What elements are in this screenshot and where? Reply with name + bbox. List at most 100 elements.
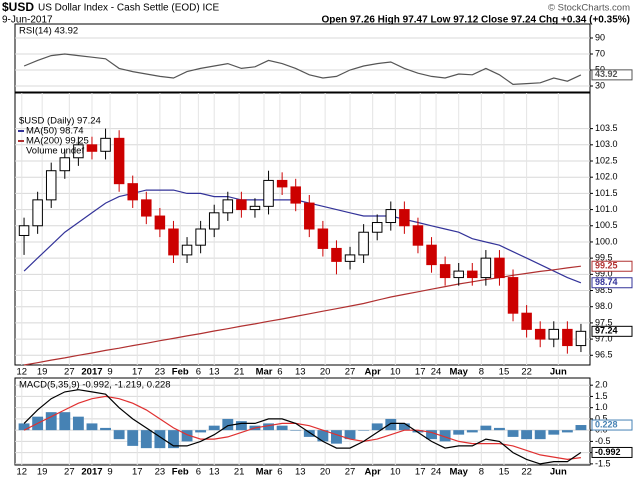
x-tick-label: 27 — [64, 367, 75, 378]
histogram-bar — [561, 430, 573, 433]
x-tick-label: 13 — [209, 467, 220, 478]
legend-label: MA(50) 98.74 — [26, 126, 84, 137]
x-tick-label: 15 — [499, 367, 510, 378]
x-tick-label: 20 — [320, 467, 331, 478]
x-tick-label: Feb — [172, 467, 189, 478]
panel-label: MACD(5,35,9) -0.992, -1.219, 0.228 — [19, 380, 171, 391]
x-tick-label: 6 — [196, 367, 201, 378]
y-tick-label: 103.5 — [595, 123, 618, 133]
end-tag — [591, 277, 633, 289]
histogram-bar — [507, 430, 519, 437]
x-tick-label: Feb — [172, 367, 189, 378]
x-tick-label: 2017 — [81, 367, 102, 378]
y-tick-label: 2.0 — [595, 380, 608, 390]
end-tag-label: 43.92 — [595, 69, 618, 79]
x-tick-label: Apr — [364, 467, 381, 478]
candle-body — [399, 209, 410, 227]
histogram-bar — [140, 430, 152, 449]
candle-body — [141, 199, 152, 217]
candle-body — [358, 231, 369, 256]
candle-body — [59, 157, 71, 172]
histogram-bar — [426, 430, 437, 440]
end-tag — [591, 260, 633, 272]
candle-body — [534, 328, 546, 340]
x-tick-label: Jun — [550, 367, 567, 378]
x-tick-label: 10 — [390, 367, 401, 378]
x-tick-label: Mar — [256, 367, 273, 378]
x-tick-label: Mar — [256, 467, 273, 478]
y-tick-label: 96.5 — [595, 350, 613, 360]
histogram-bar — [398, 423, 410, 431]
x-tick-label: 13 — [295, 467, 306, 478]
candle-body — [195, 228, 206, 246]
candle-body — [73, 144, 84, 159]
y-tick-label: 103.0 — [595, 139, 618, 149]
candle-body — [86, 144, 98, 152]
candle-body — [249, 205, 261, 211]
candle-body — [507, 277, 519, 314]
y-tick-label: 97.0 — [595, 333, 613, 343]
x-tick-label: 10 — [390, 467, 401, 478]
x-tick-label: Apr — [364, 367, 381, 378]
x-tick-label: 24 — [431, 367, 442, 378]
y-tick-label: 97.5 — [595, 317, 613, 327]
x-tick-label: 19 — [37, 467, 48, 478]
histogram-bar — [412, 430, 424, 433]
candle-body — [236, 199, 247, 211]
x-tick-label: 23 — [155, 467, 166, 478]
histogram-bar — [45, 412, 57, 431]
histogram-bar — [100, 427, 111, 431]
y-tick-label: 100.5 — [595, 220, 618, 230]
candle-body — [562, 328, 573, 347]
histogram-bar — [127, 430, 139, 446]
x-tick-label: 20 — [320, 367, 331, 378]
x-tick-label: 17 — [415, 467, 426, 478]
histogram-bar — [72, 416, 84, 431]
histogram-bar — [154, 430, 166, 449]
y-tick-label: -0.5 — [595, 436, 611, 446]
histogram-bar — [480, 425, 492, 431]
panel — [14, 377, 591, 466]
candle-body — [521, 312, 532, 330]
candle-body — [426, 244, 437, 266]
y-tick-label: 90 — [595, 32, 605, 42]
candle-body — [276, 179, 288, 188]
histogram-bar — [290, 430, 302, 431]
x-tick-label: 21 — [234, 467, 245, 478]
end-tag — [591, 325, 633, 337]
histogram-bar — [575, 425, 587, 431]
candle-body — [480, 257, 492, 279]
candle-body — [304, 202, 315, 230]
candle-body — [290, 186, 301, 204]
candle-body — [467, 270, 478, 279]
y-tick-label: 102.0 — [595, 172, 618, 182]
end-tag — [591, 446, 633, 458]
x-tick-label: Jun — [550, 467, 567, 478]
candle-body — [32, 199, 43, 227]
histogram-bar — [494, 427, 505, 431]
histogram-bar — [276, 425, 288, 431]
histogram-bar — [86, 423, 98, 431]
x-tick-label: 6 — [196, 467, 201, 478]
y-tick-label: 1.5 — [595, 391, 608, 401]
candle-body — [453, 270, 464, 279]
histogram-bar — [181, 430, 193, 442]
candle-body — [575, 330, 587, 347]
x-tick-label: 27 — [345, 367, 356, 378]
x-tick-label: 13 — [209, 367, 220, 378]
end-tag-label: -0.992 — [595, 447, 621, 457]
x-tick-label: 22 — [521, 467, 532, 478]
candle-body — [344, 254, 356, 262]
histogram-bar — [18, 423, 30, 431]
end-tag-label: 99.25 — [595, 261, 618, 271]
candle-body — [317, 228, 329, 249]
quote: Open 97.26 High 97.47 Low 97.12 Close 97… — [322, 15, 630, 26]
panel-label: RSI(14) 43.92 — [19, 26, 78, 37]
candle-body — [494, 257, 505, 279]
x-tick-label: 13 — [295, 367, 306, 378]
histogram-bar — [534, 430, 546, 440]
date: 9-Jun-2017 — [2, 15, 53, 26]
histogram-bar — [222, 418, 234, 431]
end-tag — [591, 69, 633, 81]
